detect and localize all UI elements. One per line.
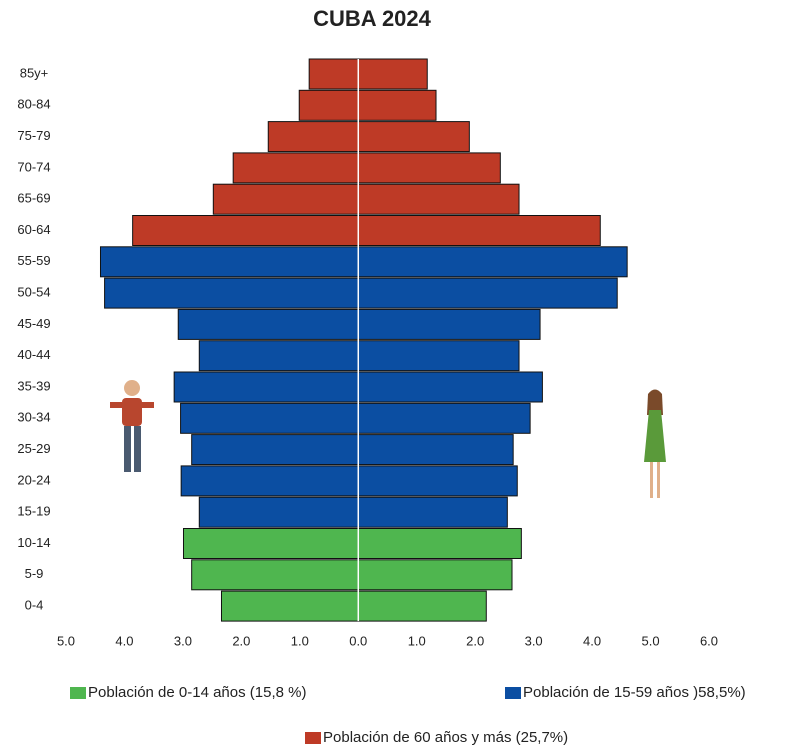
bar-right [357,308,541,340]
legend-label: Población de 60 años y más (25,7%) [323,729,568,746]
bar-left [191,559,359,591]
bar-right [357,402,531,434]
y-tick-label: 80-84 [17,97,50,112]
y-tick-label: 65-69 [17,191,50,206]
y-tick-label: 0-4 [25,598,44,613]
y-tick-label: 5-9 [25,566,44,581]
x-tick-label: 4.0 [583,633,601,648]
bar-left [177,308,359,340]
bar-right [357,121,470,153]
bar-left [212,183,359,215]
bar-left [198,496,359,528]
y-tick-label: 60-64 [17,222,50,237]
x-tick-label: 6.0 [700,633,718,648]
bar-right [357,371,543,403]
woman-figure [644,389,666,498]
y-tick-label: 10-14 [17,535,50,550]
bar-left [308,58,359,90]
y-tick-label: 30-34 [17,410,50,425]
legend-label: Población de 15-59 años )58,5%) [523,684,746,701]
x-tick-label: 1.0 [291,633,309,648]
x-tick-label: 0.0 [349,633,367,648]
bar-right [357,183,520,215]
legend-swatch [505,687,521,699]
bar-right [357,559,513,591]
y-tick-label: 75-79 [17,128,50,143]
y-tick-label: 40-44 [17,347,50,362]
legend-label: Población de 0-14 años (15,8 %) [88,684,306,701]
x-tick-label: 2.0 [232,633,250,648]
bar-left [132,215,359,246]
bar-left [232,152,359,184]
bar-left [180,465,359,497]
y-tick-label: 50-54 [17,285,50,300]
bar-right [357,277,618,309]
chart-title: CUBA 2024 [313,6,432,31]
bar-right [357,434,514,466]
bar-left [198,340,359,372]
y-tick-label: 55-59 [17,253,50,268]
bar-left [267,121,359,153]
bar-left [298,89,359,121]
man-figure [110,380,154,472]
bar-left [173,371,359,403]
x-tick-label: 5.0 [642,633,660,648]
bar-right [357,496,508,528]
bar-left [191,434,359,466]
bar-left [220,590,359,622]
bar-right [357,89,437,121]
bar-right [357,528,522,559]
bar-left [104,277,359,309]
y-tick-label: 70-74 [17,159,50,174]
bar-right [357,152,501,184]
y-tick-label: 15-19 [17,504,50,519]
x-tick-label: 2.0 [466,633,484,648]
y-tick-label: 35-39 [17,378,50,393]
bar-left [182,528,359,559]
bar-left [99,246,359,278]
x-tick-label: 4.0 [115,633,133,648]
y-tick-label: 25-29 [17,441,50,456]
bar-right [357,58,428,90]
bar-right [357,590,487,622]
y-tick-label: 85y+ [20,65,49,80]
bar-left [180,402,359,434]
legend-swatch [305,732,321,744]
bar-right [357,465,518,497]
x-tick-label: 3.0 [525,633,543,648]
bar-right [357,340,520,372]
x-tick-label: 5.0 [57,633,75,648]
y-tick-label: 20-24 [17,472,50,487]
x-tick-label: 3.0 [174,633,192,648]
bar-right [357,215,601,246]
legend-swatch [70,687,86,699]
y-tick-label: 45-49 [17,316,50,331]
x-tick-label: 1.0 [408,633,426,648]
bar-right [357,246,628,278]
